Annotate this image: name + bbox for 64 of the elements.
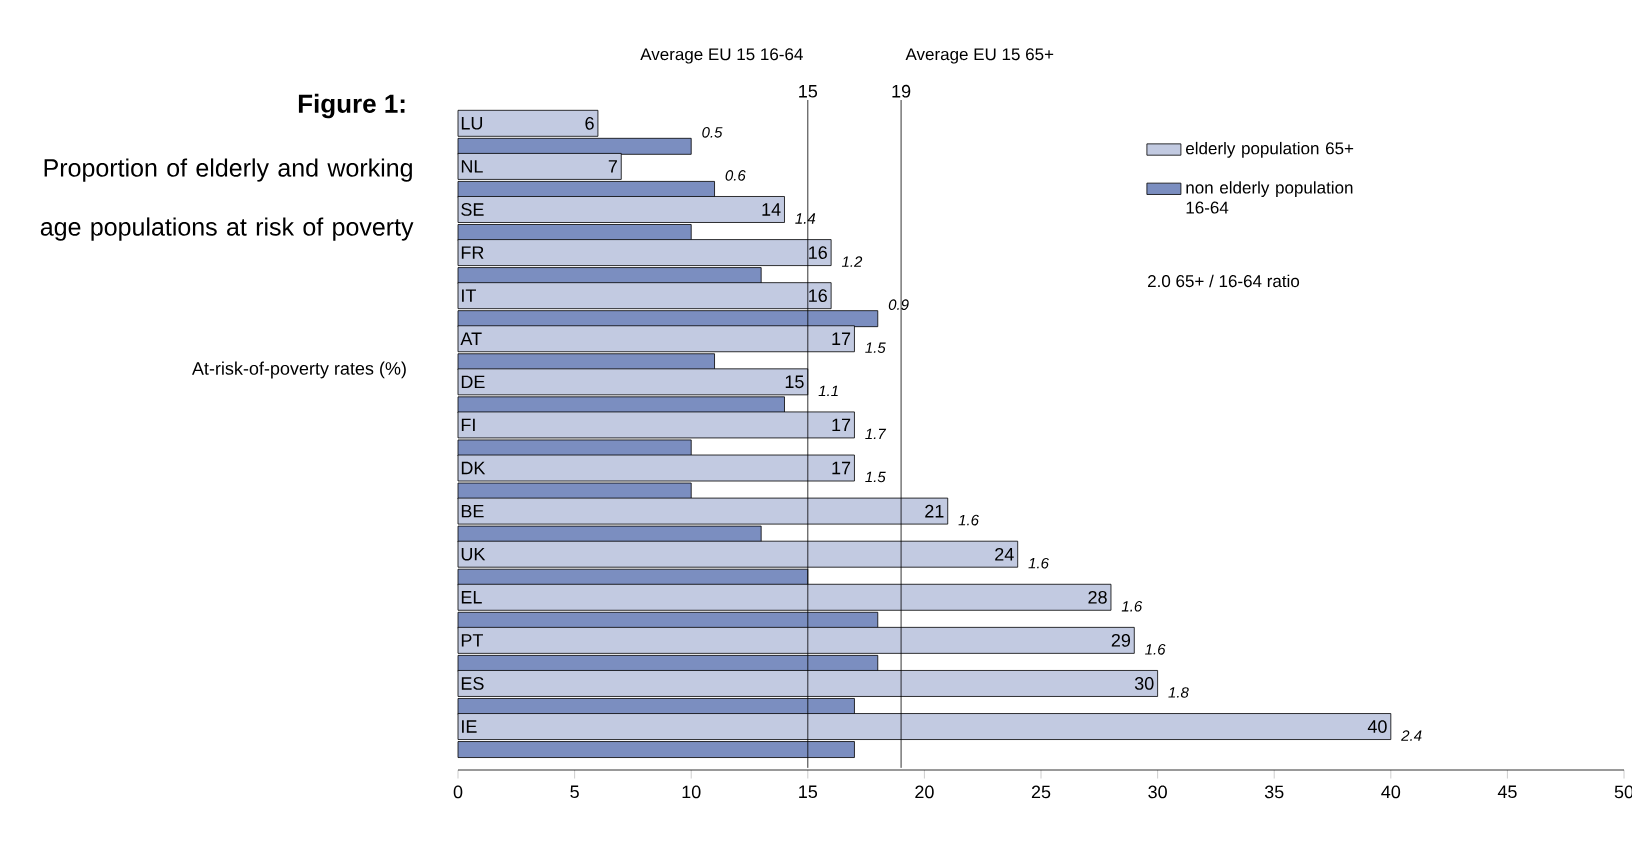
x-tick-label: 20 bbox=[915, 785, 934, 799]
y-tick-label: LU bbox=[461, 117, 483, 130]
annotation: 0.5 bbox=[702, 127, 723, 138]
annotation: 2.4 bbox=[1401, 730, 1422, 741]
ref-line-label: Average EU 15 16-64 bbox=[640, 48, 803, 64]
y-tick-label: AT bbox=[460, 332, 482, 345]
x-tick-label: 40 bbox=[1381, 785, 1401, 799]
x-tick-label: 10 bbox=[682, 785, 701, 799]
data-label: 14 bbox=[762, 203, 781, 216]
y-tick-label: FI bbox=[461, 418, 475, 432]
annotation: 0.9 bbox=[888, 299, 909, 310]
annotation: 1.5 bbox=[865, 471, 886, 483]
data-label: 16 bbox=[809, 289, 827, 303]
y-tick-label: BE bbox=[461, 504, 484, 518]
legend-label: non elderly population 16-64 bbox=[1186, 181, 1353, 214]
chart-title: Figure 1: bbox=[298, 93, 405, 119]
annotation: 2.0 65+ / 16-64 ratio bbox=[1148, 274, 1300, 288]
data-label: 16 bbox=[809, 246, 827, 259]
annotation: 1.1 bbox=[818, 385, 838, 396]
data-label: 6 bbox=[585, 116, 594, 130]
x-tick-label: 30 bbox=[1148, 785, 1167, 799]
annotation: 1.5 bbox=[865, 342, 886, 353]
y-tick-label: FR bbox=[461, 246, 484, 259]
legend-label: elderly population 65+ bbox=[1186, 141, 1354, 158]
data-label: 29 bbox=[1111, 634, 1131, 647]
y-tick-label: IT bbox=[462, 289, 476, 302]
data-label: 17 bbox=[832, 461, 851, 475]
y-tick-label: IE bbox=[462, 720, 477, 733]
data-label: 7 bbox=[608, 160, 617, 173]
x-tick-label: 45 bbox=[1497, 785, 1517, 799]
data-label: 40 bbox=[1367, 720, 1387, 733]
y-tick-label: ES bbox=[461, 677, 484, 690]
data-label: 21 bbox=[925, 504, 944, 518]
annotation: 1.2 bbox=[841, 256, 863, 267]
y-tick-label: DE bbox=[461, 375, 485, 389]
annotation: 1.8 bbox=[1168, 687, 1189, 698]
data-label: 15 bbox=[785, 375, 804, 389]
x-tick-label: 25 bbox=[1031, 785, 1051, 799]
annotation: 1.6 bbox=[1145, 644, 1166, 655]
ref-line-label: Average EU 15 65+ bbox=[905, 48, 1054, 64]
data-label: 17 bbox=[832, 332, 851, 345]
y-tick-label: NL bbox=[461, 160, 483, 173]
y-tick-label: DK bbox=[461, 461, 486, 475]
data-label: 24 bbox=[995, 547, 1014, 561]
x-tick-label: 0 bbox=[453, 785, 463, 799]
text: Proportion of elderly and working age populations at risk of poverty bbox=[40, 158, 414, 241]
data-label: 17 bbox=[832, 418, 851, 432]
annotation: 0.6 bbox=[725, 170, 746, 181]
annotation: 1.6 bbox=[1121, 600, 1143, 612]
text: 15 bbox=[799, 85, 818, 98]
y-tick-label: PT bbox=[461, 634, 483, 647]
y-tick-label: SE bbox=[461, 203, 484, 216]
y-axis-title: At-risk-of-poverty rates (%) bbox=[191, 361, 406, 379]
annotation: 1.6 bbox=[958, 514, 979, 526]
x-tick-label: 5 bbox=[570, 785, 579, 799]
y-tick-label: UK bbox=[461, 547, 486, 561]
text: 19 bbox=[892, 84, 911, 98]
annotation: 1.6 bbox=[1028, 557, 1049, 569]
data-label: 28 bbox=[1088, 590, 1107, 604]
y-tick-label: EL bbox=[461, 591, 482, 604]
x-tick-label: 35 bbox=[1264, 785, 1284, 799]
annotation: 1.7 bbox=[865, 428, 887, 440]
data-label: 30 bbox=[1134, 677, 1154, 690]
x-tick-label: 15 bbox=[799, 785, 818, 799]
